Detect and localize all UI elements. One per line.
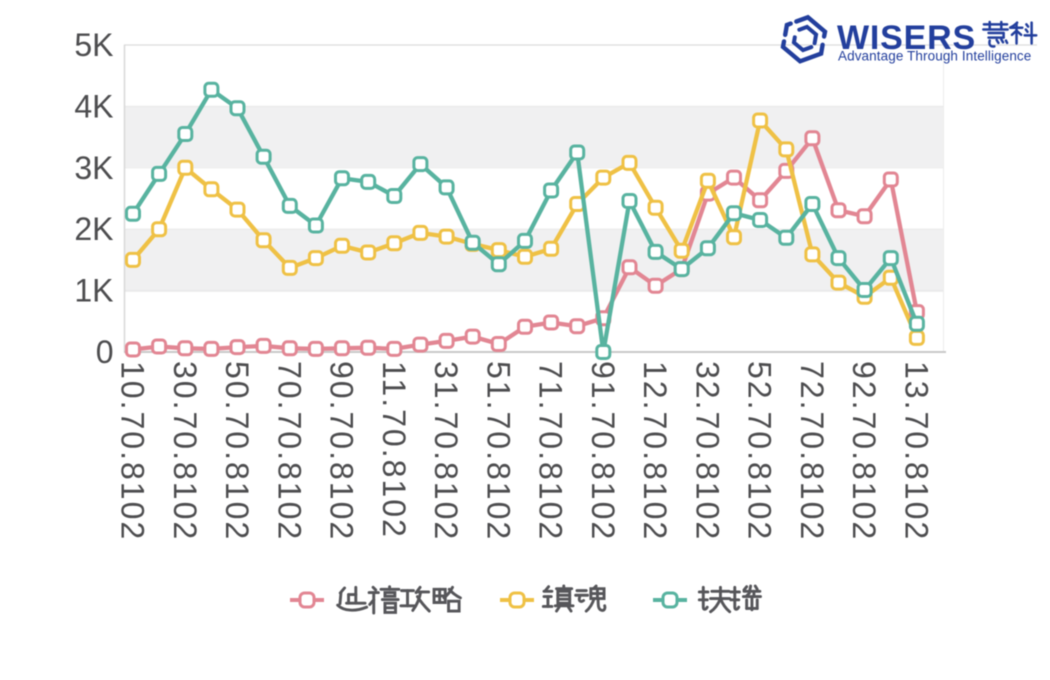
svg-text:30.70.8102: 30.70.8102 [167,361,203,541]
svg-text:11.70.8102: 11.70.8102 [376,361,412,539]
svg-text:WISERS: WISERS [837,19,976,57]
svg-text:10.70.8102: 10.70.8102 [115,361,151,541]
svg-text:4K: 4K [74,88,113,124]
svg-text:3K: 3K [74,150,113,186]
svg-text:0: 0 [96,334,114,370]
svg-text:90.70.8102: 90.70.8102 [324,361,360,541]
svg-text:72.70.8102: 72.70.8102 [794,361,830,541]
svg-text:32.70.8102: 32.70.8102 [689,361,725,541]
svg-text:52.70.8102: 52.70.8102 [742,361,778,541]
svg-text:12.70.8102: 12.70.8102 [637,361,673,541]
svg-text:70.70.8102: 70.70.8102 [271,361,307,541]
svg-text:2K: 2K [74,211,113,247]
svg-text:51.70.8102: 51.70.8102 [480,361,516,541]
svg-text:Advantage Through Intelligence: Advantage Through Intelligence [838,49,1031,64]
svg-text:1K: 1K [74,273,113,309]
svg-text:71.70.8102: 71.70.8102 [533,361,569,541]
svg-text:13.70.8102: 13.70.8102 [898,361,934,541]
svg-text:91.70.8102: 91.70.8102 [585,361,621,541]
svg-text:5K: 5K [74,27,113,63]
svg-text:50.70.8102: 50.70.8102 [219,361,255,541]
svg-text:92.70.8102: 92.70.8102 [846,361,882,541]
svg-text:31.70.8102: 31.70.8102 [428,361,464,541]
